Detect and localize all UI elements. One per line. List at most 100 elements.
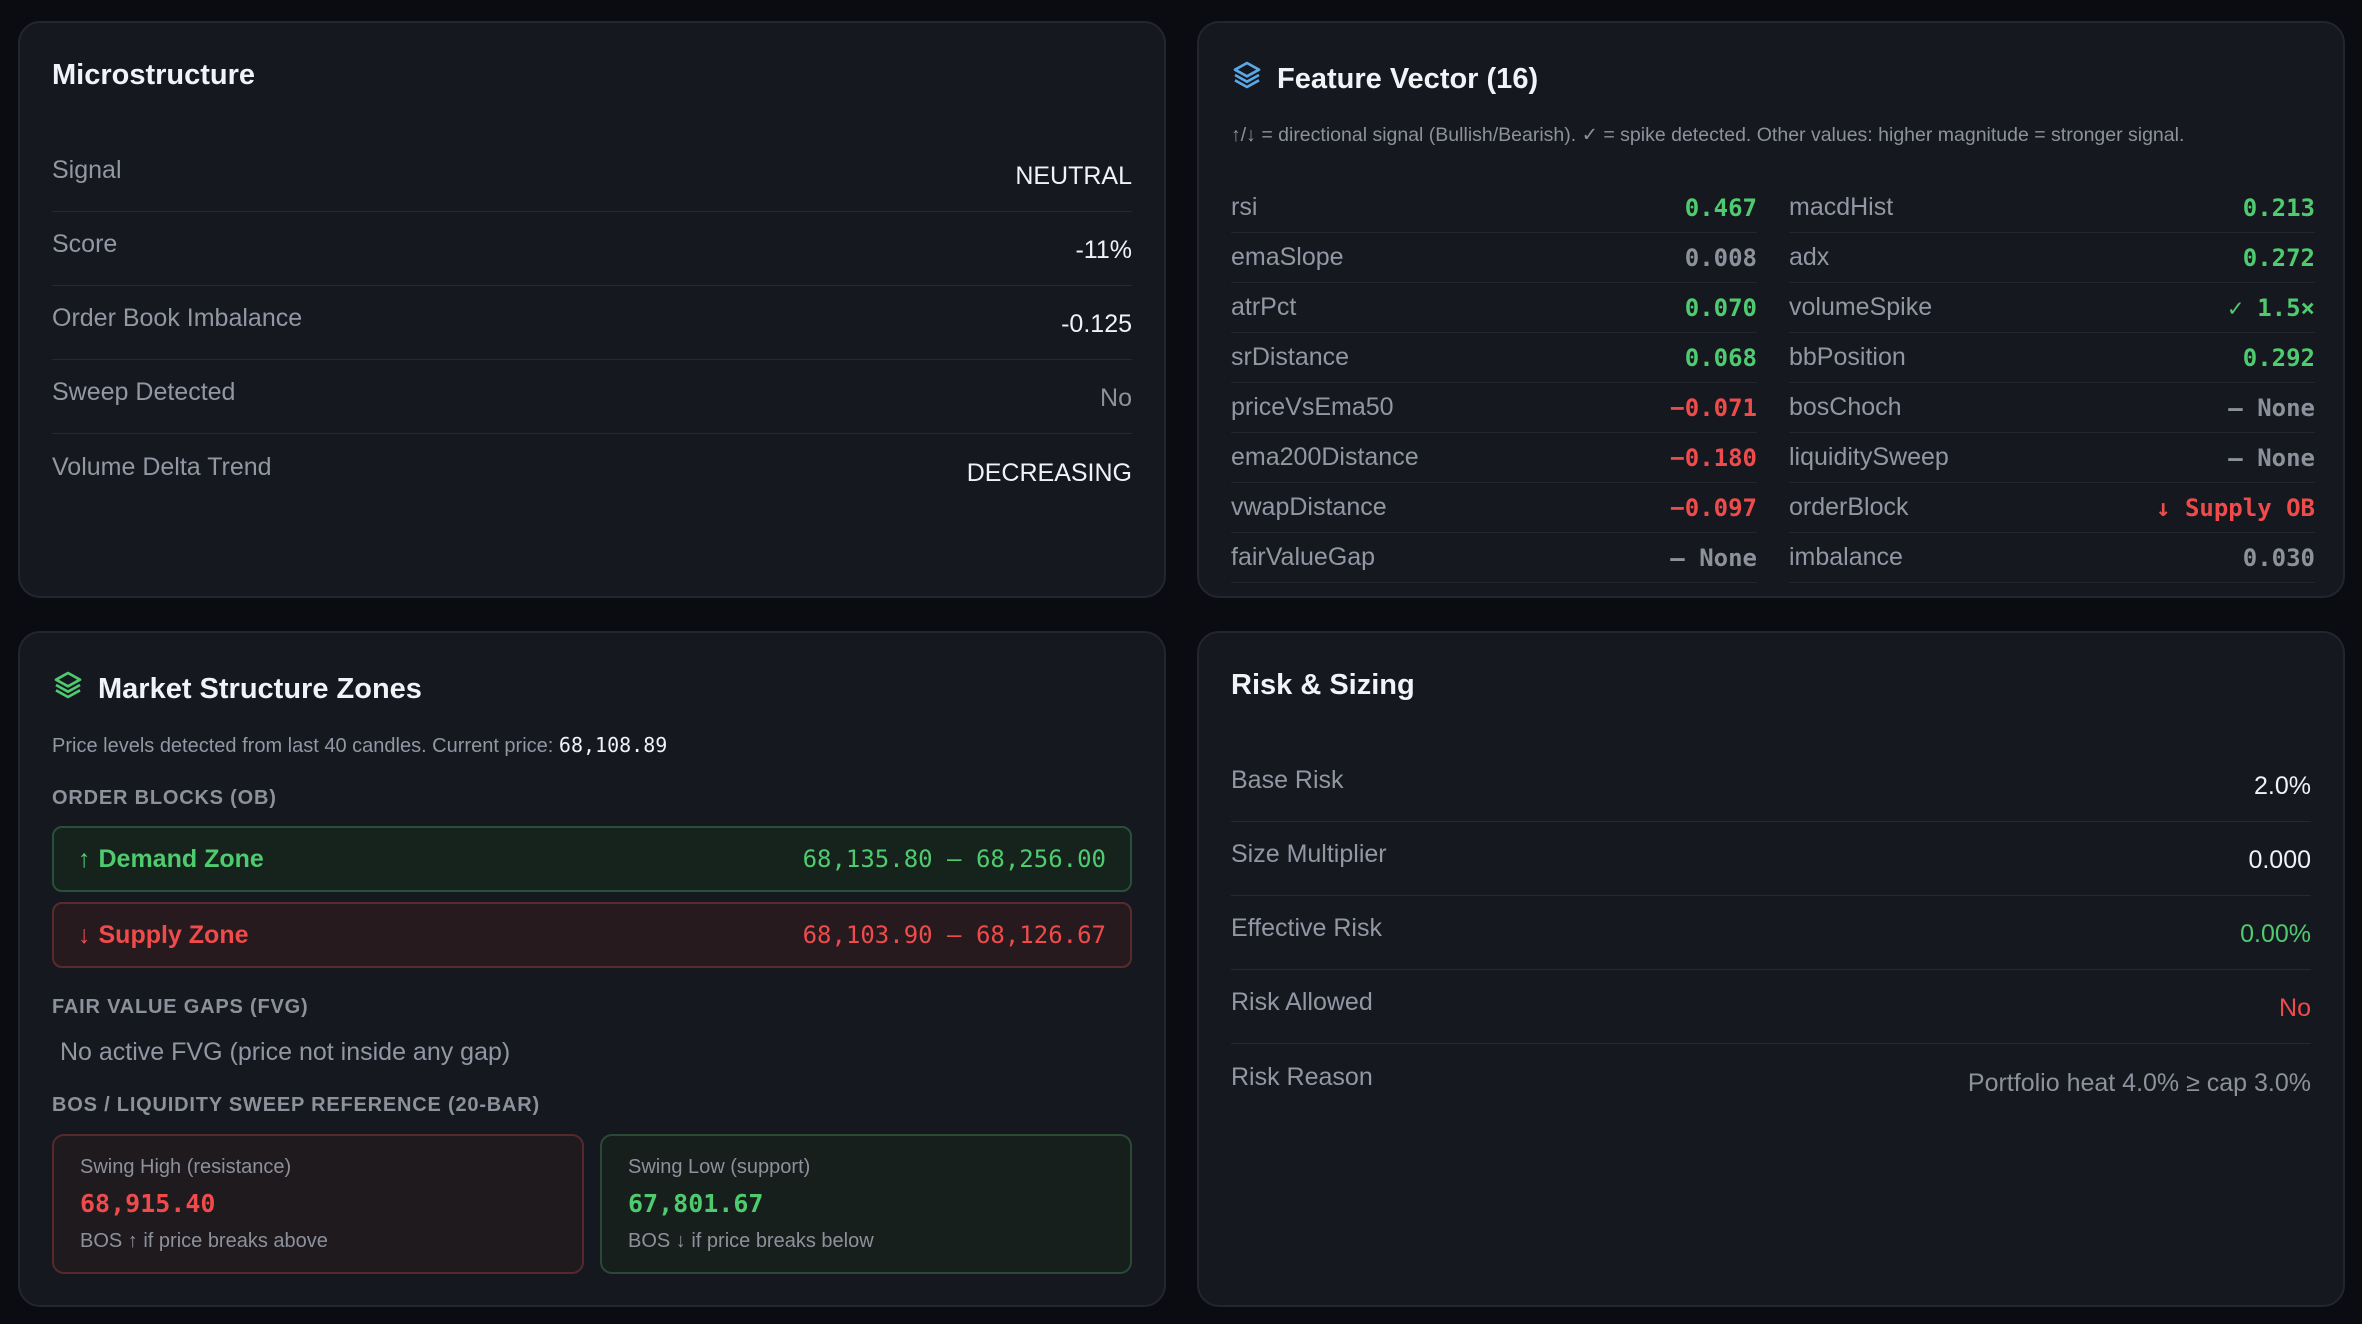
microstructure-card: Microstructure Signal NEUTRAL Score -11%… — [18, 21, 1166, 598]
feature-vector-card: Feature Vector (16) ↑/↓ = directional si… — [1197, 21, 2345, 598]
current-price: 68,108.89 — [558, 733, 668, 757]
supply-zone-range: 68,103.90 — 68,126.67 — [802, 921, 1106, 949]
swing-high-card: Swing High (resistance) 68,915.40 BOS ↑ … — [52, 1134, 584, 1274]
feature-row-volumeSpike: volumeSpike ✓ 1.5× — [1789, 283, 2315, 333]
risk-row-effective-risk: Effective Risk 0.00% — [1231, 896, 2311, 970]
micro-value: -0.125 — [1061, 310, 1132, 338]
swing-high-note: BOS ↑ if price breaks above — [80, 1230, 328, 1252]
micro-label: Score — [52, 230, 118, 258]
feature-column-right: macdHist 0.213 adx 0.272 volumeSpike ✓ 1.5× bb… — [1789, 183, 2315, 583]
feature-column-left: rsi 0.467 emaSlope 0.008 atrPct 0.070 srDistan… — [1231, 183, 1757, 583]
swing-high-title: Swing High (resistance) — [80, 1156, 292, 1178]
swing-low-price: 67,801.67 — [628, 1189, 764, 1218]
supply-zone-label: ↓ Supply Zone — [78, 921, 249, 950]
micro-value: No — [1100, 384, 1132, 412]
feature-row-vwapDistance: vwapDistance −0.097 — [1231, 483, 1757, 533]
order-blocks-heading: ORDER BLOCKS (OB) — [52, 787, 277, 809]
risk-label: Risk Reason — [1231, 1062, 1373, 1091]
micro-row-signal: Signal NEUTRAL — [52, 138, 1132, 212]
feature-value: ↓ Supply OB — [2156, 493, 2315, 522]
supply-zone-text: Supply Zone — [98, 920, 249, 949]
feature-label: macdHist — [1789, 193, 1894, 221]
swing-low-title: Swing Low (support) — [628, 1156, 811, 1178]
microstructure-list: Signal NEUTRAL Score -11% Order Book Imb… — [52, 138, 1132, 508]
layers-icon — [52, 669, 84, 709]
demand-zone-range: 68,135.80 — 68,256.00 — [802, 845, 1106, 873]
feature-label: liquiditySweep — [1789, 443, 1949, 471]
feature-label: volumeSpike — [1789, 293, 1933, 321]
risk-sizing-title-text: Risk & Sizing — [1231, 669, 1415, 701]
micro-row-score: Score -11% — [52, 212, 1132, 286]
feature-row-ema200Distance: ema200Distance −0.180 — [1231, 433, 1757, 483]
feature-value: −0.180 — [1670, 443, 1757, 472]
feature-row-priceVsEma50: priceVsEma50 −0.071 — [1231, 383, 1757, 433]
risk-value: No — [2279, 994, 2311, 1022]
feature-vector-legend-note: ↑/↓ = directional signal (Bullish/Bearis… — [1231, 124, 2185, 146]
market-structure-card: Market Structure Zones Price levels dete… — [18, 631, 1166, 1307]
risk-row-base-risk: Base Risk 2.0% — [1231, 748, 2311, 822]
risk-value: 0.000 — [2248, 846, 2311, 874]
microstructure-title: Microstructure — [52, 59, 255, 92]
feature-label: orderBlock — [1789, 493, 1909, 521]
feature-label: fairValueGap — [1231, 543, 1376, 571]
swing-low-note: BOS ↓ if price breaks below — [628, 1230, 874, 1252]
feature-label: rsi — [1231, 193, 1258, 221]
risk-label: Base Risk — [1231, 766, 1344, 794]
swing-low-card: Swing Low (support) 67,801.67 BOS ↓ if p… — [600, 1134, 1132, 1274]
feature-value: 0.030 — [2242, 543, 2315, 572]
feature-value: 0.070 — [1684, 293, 1757, 322]
fvg-empty-message: No active FVG (price not inside any gap) — [60, 1038, 511, 1066]
feature-value: 0.213 — [2242, 193, 2315, 222]
market-structure-title: Market Structure Zones — [52, 669, 422, 709]
feature-row-imbalance: imbalance 0.030 — [1789, 533, 2315, 583]
risk-row-size-multiplier: Size Multiplier 0.000 — [1231, 822, 2311, 896]
micro-label: Sweep Detected — [52, 378, 236, 406]
demand-zone-label: ↑ Demand Zone — [78, 845, 264, 874]
feature-value: −0.071 — [1670, 393, 1757, 422]
feature-row-atrPct: atrPct 0.070 — [1231, 283, 1757, 333]
microstructure-title-text: Microstructure — [52, 59, 256, 91]
feature-label: vwapDistance — [1231, 493, 1387, 521]
risk-row-risk-allowed: Risk Allowed No — [1231, 970, 2311, 1044]
feature-label: priceVsEma50 — [1231, 393, 1394, 421]
feature-label: adx — [1789, 243, 1830, 271]
risk-sizing-card: Risk & Sizing Base Risk 2.0% Size Multip… — [1197, 631, 2345, 1307]
feature-value: −0.097 — [1670, 493, 1757, 522]
feature-label: srDistance — [1231, 343, 1350, 371]
risk-list: Base Risk 2.0% Size Multiplier 0.000 Eff… — [1231, 748, 2311, 1118]
micro-value: -11% — [1075, 236, 1132, 264]
risk-value: 2.0% — [2254, 772, 2311, 800]
feature-row-fairValueGap: fairValueGap — None — [1231, 533, 1757, 583]
feature-row-macdHist: macdHist 0.213 — [1789, 183, 2315, 233]
feature-label: imbalance — [1789, 543, 1903, 571]
risk-sizing-title: Risk & Sizing — [1231, 669, 1415, 702]
feature-row-bbPosition: bbPosition 0.292 — [1789, 333, 2315, 383]
micro-row-volume-delta-trend: Volume Delta Trend DECREASING — [52, 434, 1132, 508]
risk-value: 0.00% — [2240, 920, 2311, 948]
demand-zone-text: Demand Zone — [98, 844, 264, 873]
swing-high-price: 68,915.40 — [80, 1189, 216, 1218]
feature-label: emaSlope — [1231, 243, 1344, 271]
description-text: Price levels detected from last 40 candl… — [52, 735, 559, 757]
arrow-up-icon: ↑ — [78, 844, 91, 873]
risk-label: Risk Allowed — [1231, 988, 1373, 1016]
risk-label: Size Multiplier — [1231, 840, 1387, 868]
micro-label: Order Book Imbalance — [52, 304, 303, 332]
micro-row-sweep-detected: Sweep Detected No — [52, 360, 1132, 434]
feature-label: bbPosition — [1789, 343, 1906, 371]
feature-value: ✓ 1.5× — [2228, 293, 2315, 322]
feature-value: — None — [1670, 543, 1757, 572]
feature-value: 0.292 — [2242, 343, 2315, 372]
micro-row-order-book-imbalance: Order Book Imbalance -0.125 — [52, 286, 1132, 360]
feature-row-srDistance: srDistance 0.068 — [1231, 333, 1757, 383]
feature-value: 0.467 — [1684, 193, 1757, 222]
feature-value: — None — [2228, 443, 2315, 472]
feature-row-orderBlock: orderBlock ↓ Supply OB — [1789, 483, 2315, 533]
feature-vector-title-text: Feature Vector (16) — [1277, 62, 1539, 95]
feature-value: 0.068 — [1684, 343, 1757, 372]
demand-zone: ↑ Demand Zone 68,135.80 — 68,256.00 — [52, 826, 1132, 892]
layers-icon — [1231, 59, 1263, 99]
feature-row-adx: adx 0.272 — [1789, 233, 2315, 283]
feature-label: atrPct — [1231, 293, 1297, 321]
feature-label: bosChoch — [1789, 393, 1902, 421]
